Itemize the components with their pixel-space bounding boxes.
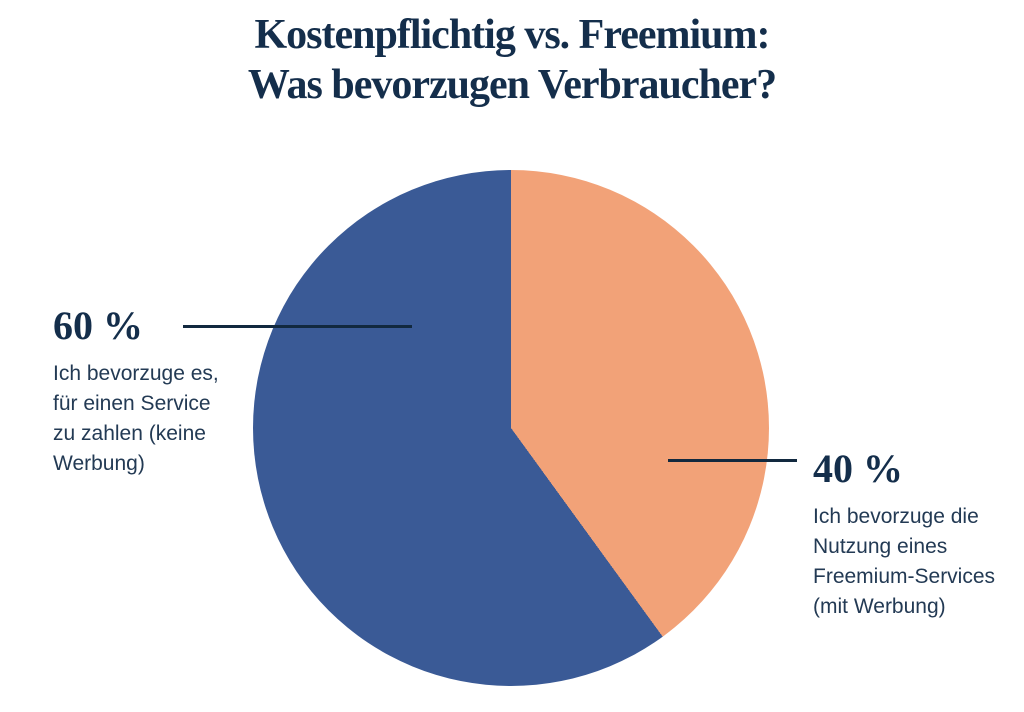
- annotation-freemium: 40 % Ich bevorzuge die Nutzung eines Fre…: [813, 446, 1023, 622]
- annotation-paid: 60 % Ich bevorzuge es, für einen Service…: [53, 303, 253, 479]
- freemium-description: Ich bevorzuge die Nutzung eines Freemium…: [813, 505, 996, 618]
- paid-description: Ich bevorzuge es, für einen Service zu z…: [53, 362, 219, 475]
- freemium-leader-line: [668, 459, 797, 462]
- chart-title-line1: Kostenpflichtig vs. Freemium:: [254, 12, 771, 58]
- pie-chart: [253, 170, 769, 686]
- paid-leader-line: [183, 325, 412, 328]
- chart-title: Kostenpflichtig vs. Freemium: Was bevorz…: [0, 10, 1024, 110]
- freemium-percentage-label: 40 %: [813, 446, 903, 491]
- paid-percentage-label: 60 %: [53, 303, 143, 348]
- chart-title-line2: Was bevorzugen Verbraucher?: [247, 62, 777, 108]
